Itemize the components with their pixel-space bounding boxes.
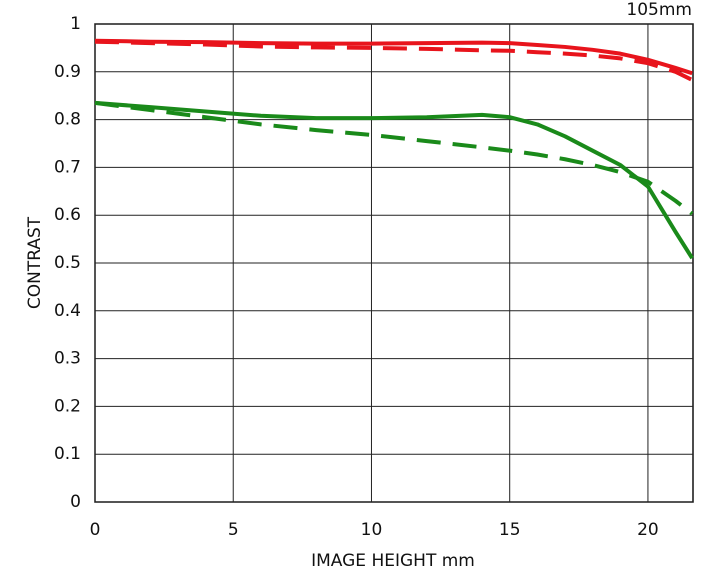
series-line	[94, 100, 694, 216]
y-tick-label: 0.9	[54, 62, 81, 82]
y-axis-label: CONTRAST	[25, 216, 45, 309]
series-line	[94, 38, 693, 76]
y-tick-label: 0	[70, 492, 81, 512]
y-tick-label: 1	[70, 14, 81, 34]
y-tick-label: 0.8	[54, 110, 81, 130]
y-tick-label: 0.6	[54, 205, 81, 225]
y-tick-label: 0.1	[54, 444, 81, 464]
x-axis-label: IMAGE HEIGHT mm	[311, 551, 475, 570]
y-tick-label: 0.4	[54, 301, 81, 321]
y-tick-label: 0.3	[54, 349, 81, 369]
series-line	[94, 39, 694, 82]
x-tick-label: 10	[361, 520, 383, 540]
y-tick-label: 0.7	[54, 157, 81, 177]
x-tick-label: 20	[637, 520, 659, 540]
y-tick-label: 0.5	[54, 253, 81, 273]
y-tick-label: 0.2	[54, 396, 81, 416]
chart-title: 105mm	[626, 0, 692, 20]
x-tick-label: 15	[499, 520, 521, 540]
x-tick-label: 0	[90, 520, 101, 540]
series-line	[94, 100, 694, 260]
x-tick-label: 5	[228, 520, 239, 540]
